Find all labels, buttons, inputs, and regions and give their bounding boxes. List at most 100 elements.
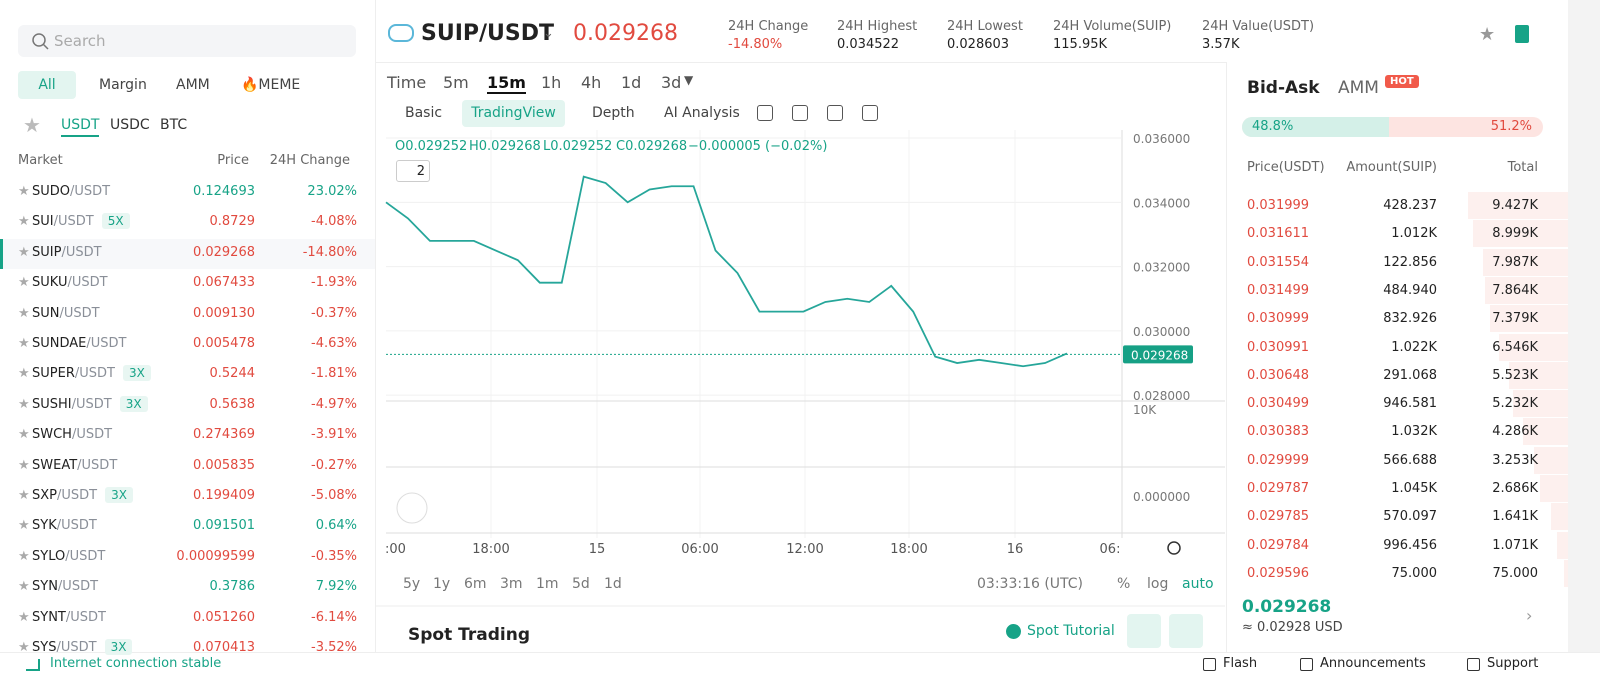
row-star: ★ <box>18 275 30 291</box>
chart-tool[interactable] <box>827 105 843 121</box>
favorite-button[interactable]: ★ <box>1479 24 1496 45</box>
market-tab[interactable]: 🔥MEME <box>241 77 301 93</box>
chart-tab[interactable]: Basic <box>405 105 443 121</box>
timeframe[interactable]: 15m <box>487 73 526 94</box>
chart-tool[interactable] <box>792 105 808 121</box>
indicator-toggle[interactable]: 2 <box>396 160 430 182</box>
chart-tab[interactable]: TradingView <box>462 100 565 127</box>
range-button[interactable]: 1m <box>536 576 559 592</box>
scale-option[interactable]: log <box>1147 576 1169 592</box>
sell-ratio: 51.2% <box>1490 119 1532 134</box>
ask-price[interactable]: 0.031611 <box>1247 226 1310 242</box>
favorite-star[interactable]: ★ <box>23 113 41 137</box>
y-tick-label: 0.032000 <box>1133 261 1190 275</box>
range-button[interactable]: 5d <box>572 576 590 592</box>
range-button[interactable]: 1d <box>604 576 622 592</box>
footer-link[interactable]: Flash <box>1223 656 1258 671</box>
book-tab[interactable]: Bid-Ask <box>1247 78 1320 98</box>
ask-price[interactable]: 0.029785 <box>1247 509 1310 525</box>
quote-tab[interactable]: BTC <box>160 117 188 133</box>
footer-link[interactable]: Support <box>1487 656 1539 671</box>
stat-label: 24H Highest <box>837 19 918 34</box>
market-tab[interactable]: AMM <box>176 77 210 93</box>
settings-icon <box>1167 541 1181 555</box>
range-button[interactable]: 3m <box>500 576 523 592</box>
change: -3.91% <box>311 427 357 443</box>
ask-amount: 996.456 <box>1383 537 1437 553</box>
tutorial-icon[interactable] <box>1006 624 1021 639</box>
icon-button[interactable] <box>1169 614 1203 648</box>
search-box[interactable]: Search <box>18 25 356 57</box>
book-tab[interactable]: AMM <box>1338 78 1379 98</box>
timeframe[interactable]: 3d <box>661 73 682 92</box>
timeframe[interactable]: 1h <box>541 73 562 92</box>
change: -14.80% <box>302 244 357 260</box>
ask-total: 8.999K <box>1492 226 1538 242</box>
market-tab[interactable]: Margin <box>99 77 147 93</box>
market-tab[interactable]: All <box>18 71 76 99</box>
column-header[interactable]: 24H Change <box>269 153 350 168</box>
market-row[interactable] <box>0 238 375 269</box>
depth-bar <box>1539 475 1568 502</box>
spot-tutorial[interactable]: Spot Tutorial <box>1027 623 1115 639</box>
chart-tab[interactable]: AI Analysis <box>664 105 740 121</box>
pair-caret: ⌄ <box>543 26 554 41</box>
ask-price[interactable]: 0.031554 <box>1247 254 1310 270</box>
row-star: ★ <box>18 214 30 230</box>
price: 0.005835 <box>192 457 255 473</box>
signal-icon <box>26 659 40 671</box>
ask-price[interactable]: 0.030499 <box>1247 396 1310 412</box>
range-button[interactable]: 6m <box>464 576 487 592</box>
chevron[interactable]: › <box>1526 606 1533 625</box>
book-button[interactable] <box>1515 25 1529 43</box>
ask-price[interactable]: 0.029596 <box>1247 565 1310 581</box>
ask-price[interactable]: 0.029784 <box>1247 537 1310 553</box>
price-line <box>385 175 1068 368</box>
ask-price[interactable]: 0.029999 <box>1247 452 1310 468</box>
x-tick-label: 06:00 <box>681 542 718 557</box>
pair-title[interactable]: SUIP/USDT <box>421 21 555 46</box>
column-header[interactable]: Market <box>18 153 63 168</box>
timeframe[interactable]: 4h <box>581 73 602 92</box>
row-star: ★ <box>18 396 30 412</box>
icon-button[interactable] <box>1127 614 1161 648</box>
market-panel <box>0 0 376 652</box>
quote-tab[interactable]: USDT <box>61 117 100 137</box>
book-header: Total <box>1507 160 1538 175</box>
ask-price[interactable]: 0.029787 <box>1247 481 1310 496</box>
range-button[interactable]: 5y <box>403 576 421 592</box>
quote: /USDT <box>61 244 102 260</box>
chart-tool[interactable] <box>862 105 878 121</box>
timeframe[interactable]: Time <box>387 73 427 92</box>
leverage-badge: 3X <box>122 365 151 382</box>
chart-tab[interactable]: Depth <box>592 105 635 121</box>
column-header[interactable]: Price <box>217 153 249 168</box>
scale-option[interactable]: % <box>1117 576 1131 592</box>
footer-link[interactable]: Announcements <box>1320 656 1426 671</box>
change: -1.93% <box>311 275 357 291</box>
change: -4.08% <box>311 214 357 230</box>
ask-price[interactable]: 0.030999 <box>1247 311 1310 327</box>
quote: /USDT <box>57 579 99 595</box>
timeframe[interactable]: 1d <box>621 73 642 92</box>
base: SUIP <box>32 244 62 260</box>
depth-bar <box>1512 390 1568 418</box>
timeframe[interactable]: 5m <box>443 73 469 92</box>
ask-price[interactable]: 0.031999 <box>1247 198 1310 213</box>
x-tick-label: 12:00 <box>786 542 823 557</box>
y-tick-label: 0.030000 <box>1133 325 1190 339</box>
chart-tool[interactable] <box>757 105 773 121</box>
quote-tab[interactable]: USDC <box>110 117 150 133</box>
range-button[interactable]: 1y <box>433 576 451 592</box>
pair-icon <box>388 24 414 42</box>
ask-price[interactable]: 0.031499 <box>1247 282 1310 298</box>
scale-option[interactable]: auto <box>1182 576 1214 592</box>
ask-price[interactable]: 0.030383 <box>1247 424 1310 440</box>
price: 0.8729 <box>209 214 256 230</box>
base: SWEAT <box>32 457 78 473</box>
row-star: ★ <box>18 548 30 564</box>
ask-price[interactable]: 0.030648 <box>1247 367 1310 383</box>
depth-bar <box>1522 418 1568 446</box>
row-star: ★ <box>18 366 30 382</box>
ask-price[interactable]: 0.030991 <box>1247 339 1310 355</box>
